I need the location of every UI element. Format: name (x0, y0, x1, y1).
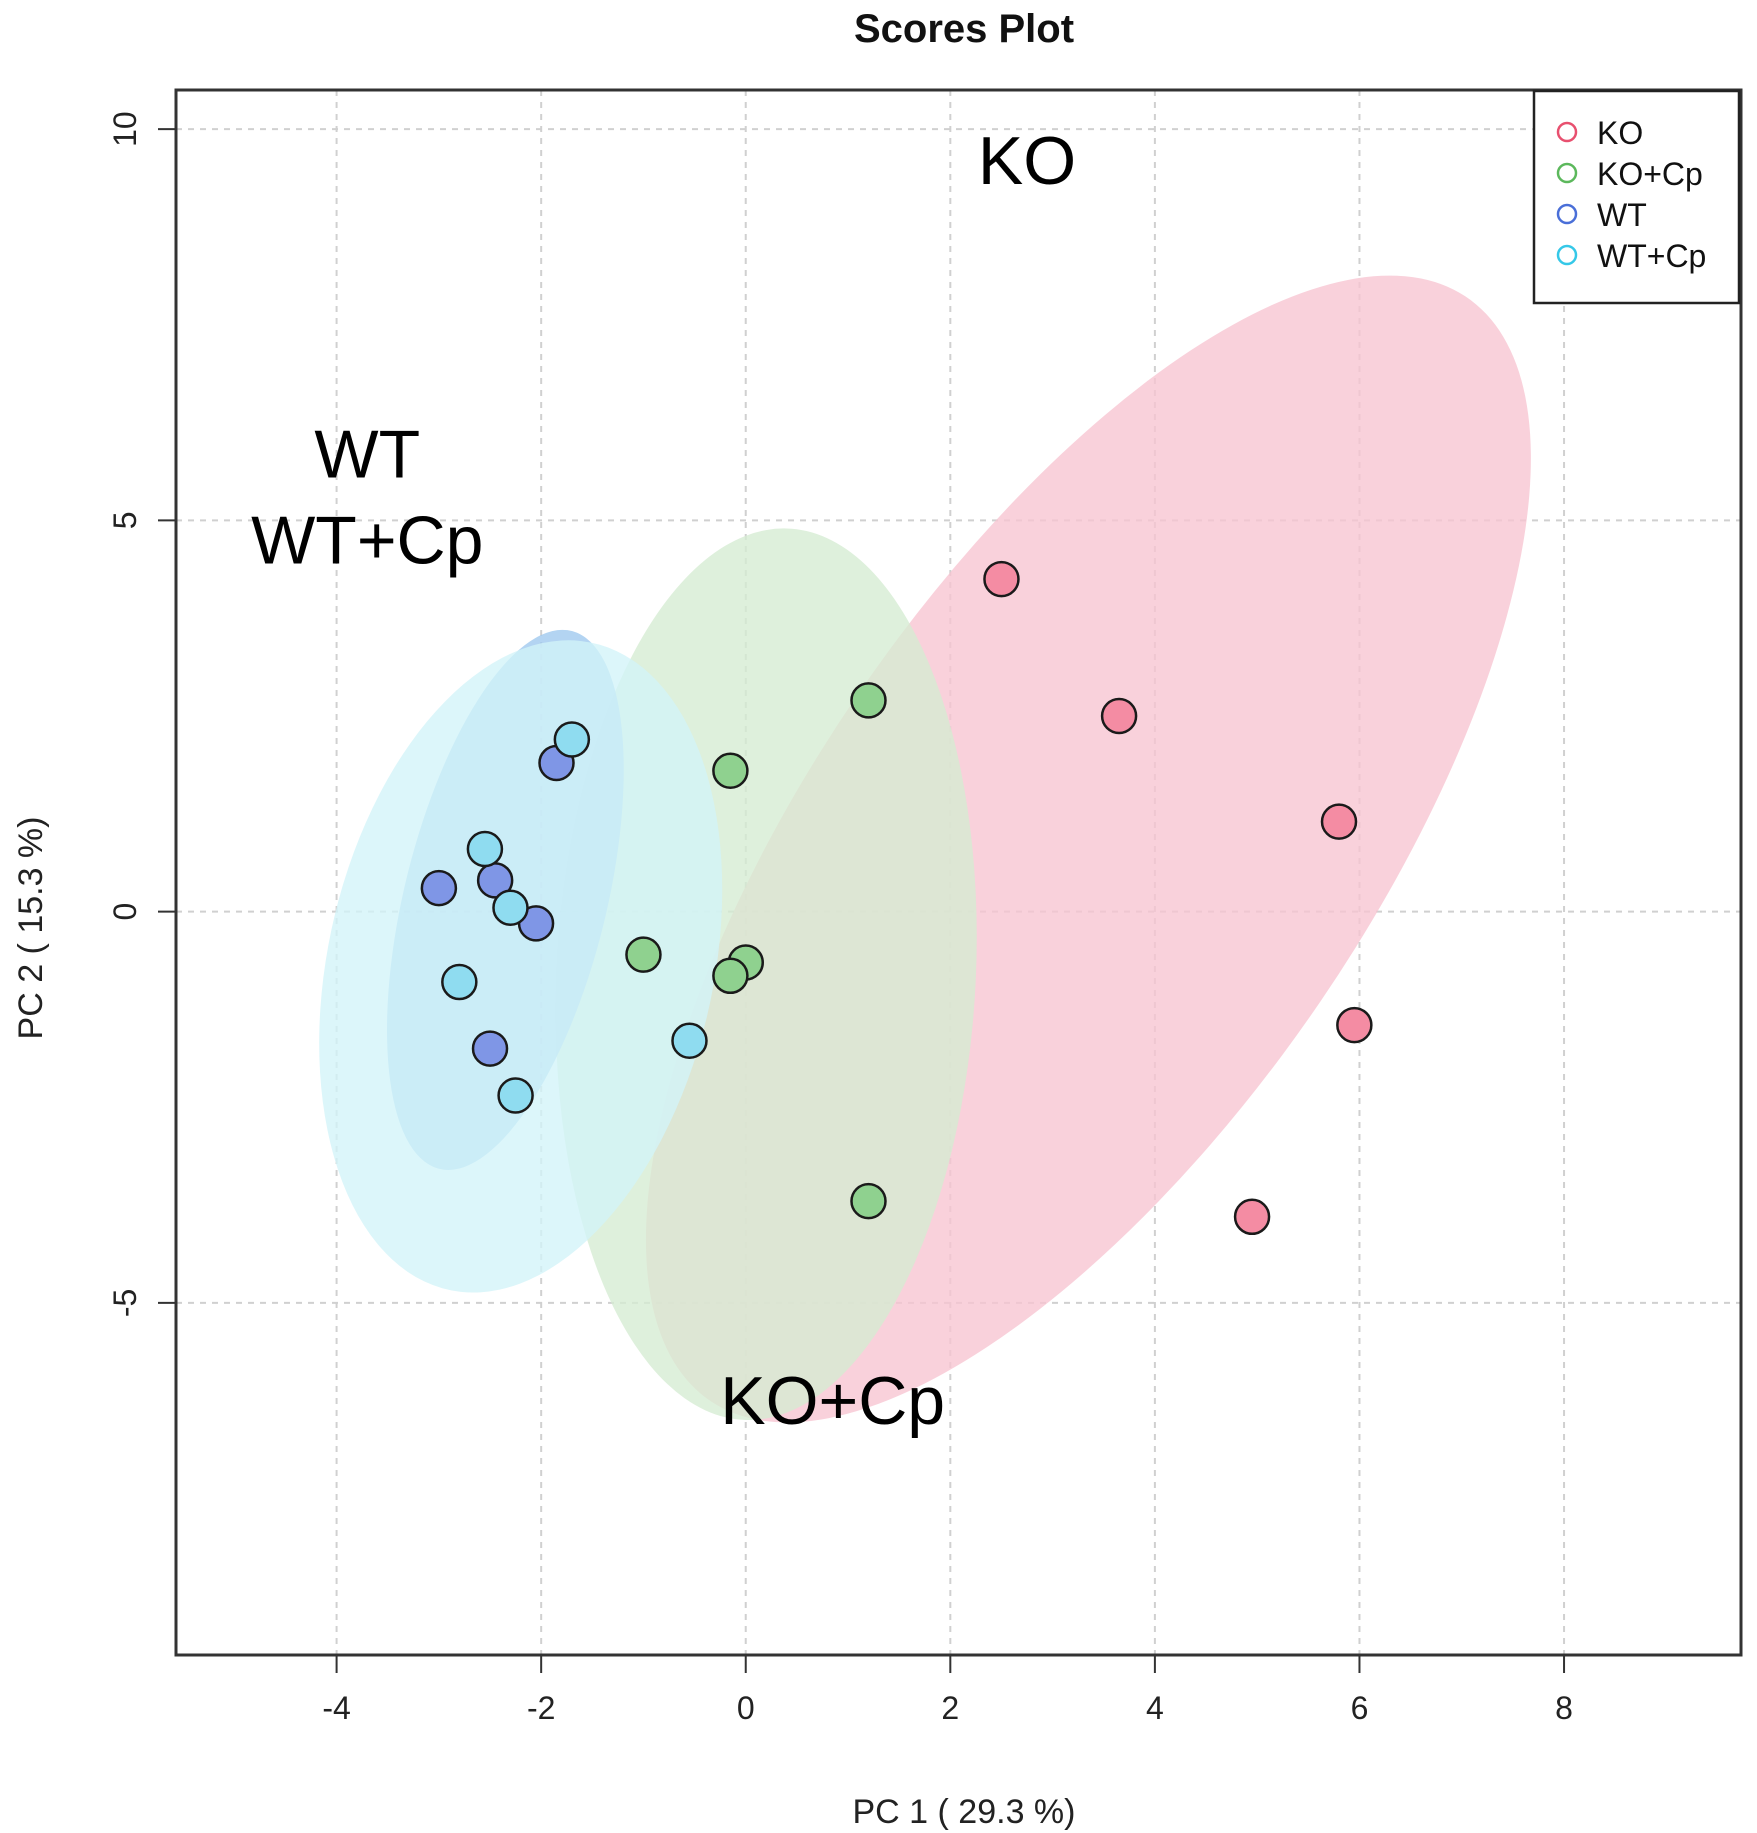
data-point-ko (1100, 697, 1138, 735)
x-tick-label: -4 (322, 1690, 350, 1726)
y-tick-label: 5 (107, 511, 143, 529)
data-point-ko-cp (850, 682, 887, 719)
x-tick-label: 4 (1146, 1690, 1164, 1726)
data-point-wt (471, 1030, 509, 1067)
legend-label: WT+Cp (1597, 238, 1706, 274)
data-point-wt-cp (553, 721, 591, 758)
legend: KO KO+Cp WT WT+Cp (1532, 89, 1741, 305)
data-point-ko-cp (850, 1182, 887, 1220)
x-tick-label: -2 (527, 1690, 555, 1726)
group-annotation: WT (314, 416, 420, 492)
group-annotation: WT+Cp (251, 502, 483, 578)
data-point-ko (983, 560, 1020, 598)
legend-label: WT (1597, 197, 1647, 233)
group-annotation: KO (978, 123, 1076, 199)
data-point-ko-cp (712, 957, 749, 995)
ellipse-group (319, 640, 723, 1293)
data-point-wt-cp (497, 1077, 534, 1114)
x-tick-label: 0 (737, 1690, 755, 1726)
legend-label: KO (1597, 115, 1643, 151)
x-tick-label: 6 (1351, 1690, 1369, 1726)
data-point-wt-cp (466, 830, 504, 868)
x-tick-label: 8 (1555, 1690, 1573, 1726)
data-point-wt (420, 869, 458, 907)
y-tick-label: 10 (107, 111, 143, 147)
x-axis-title: PC 1 ( 29.3 %) (853, 1793, 1076, 1831)
group-annotations: KO WT WT+Cp KO+Cp (251, 123, 1076, 1439)
legend-marker (1556, 121, 1578, 143)
y-axis-title: PC 2 ( 15.3 %) (12, 817, 50, 1040)
data-point-ko (1336, 1006, 1373, 1044)
legend-marker (1556, 244, 1578, 266)
legend-box (1532, 89, 1741, 305)
legend-marker (1556, 203, 1578, 225)
y-tick-label: 0 (107, 903, 143, 921)
chart-title: Scores Plot (854, 7, 1074, 51)
y-tick-label: -5 (107, 1289, 143, 1317)
data-point-ko (1320, 803, 1358, 840)
data-point-ko (1233, 1198, 1271, 1236)
x-tick-label: 2 (941, 1690, 959, 1726)
x-axis: -4 -2 0 2 4 6 8 (322, 1654, 1573, 1726)
legend-label: KO+Cp (1597, 156, 1703, 192)
data-point-ko-cp (625, 936, 662, 973)
y-axis: -5 0 5 10 (107, 111, 177, 1317)
group-annotation: KO+Cp (720, 1363, 945, 1439)
data-point-wt-cp (671, 1022, 708, 1059)
confidence-ellipse-wt-cp (319, 640, 723, 1293)
data-point-ko-cp (712, 752, 749, 790)
data-points (420, 560, 1373, 1236)
data-point-wt-cp (492, 889, 529, 926)
legend-marker (1556, 162, 1578, 184)
data-point-wt-cp (441, 963, 478, 1001)
